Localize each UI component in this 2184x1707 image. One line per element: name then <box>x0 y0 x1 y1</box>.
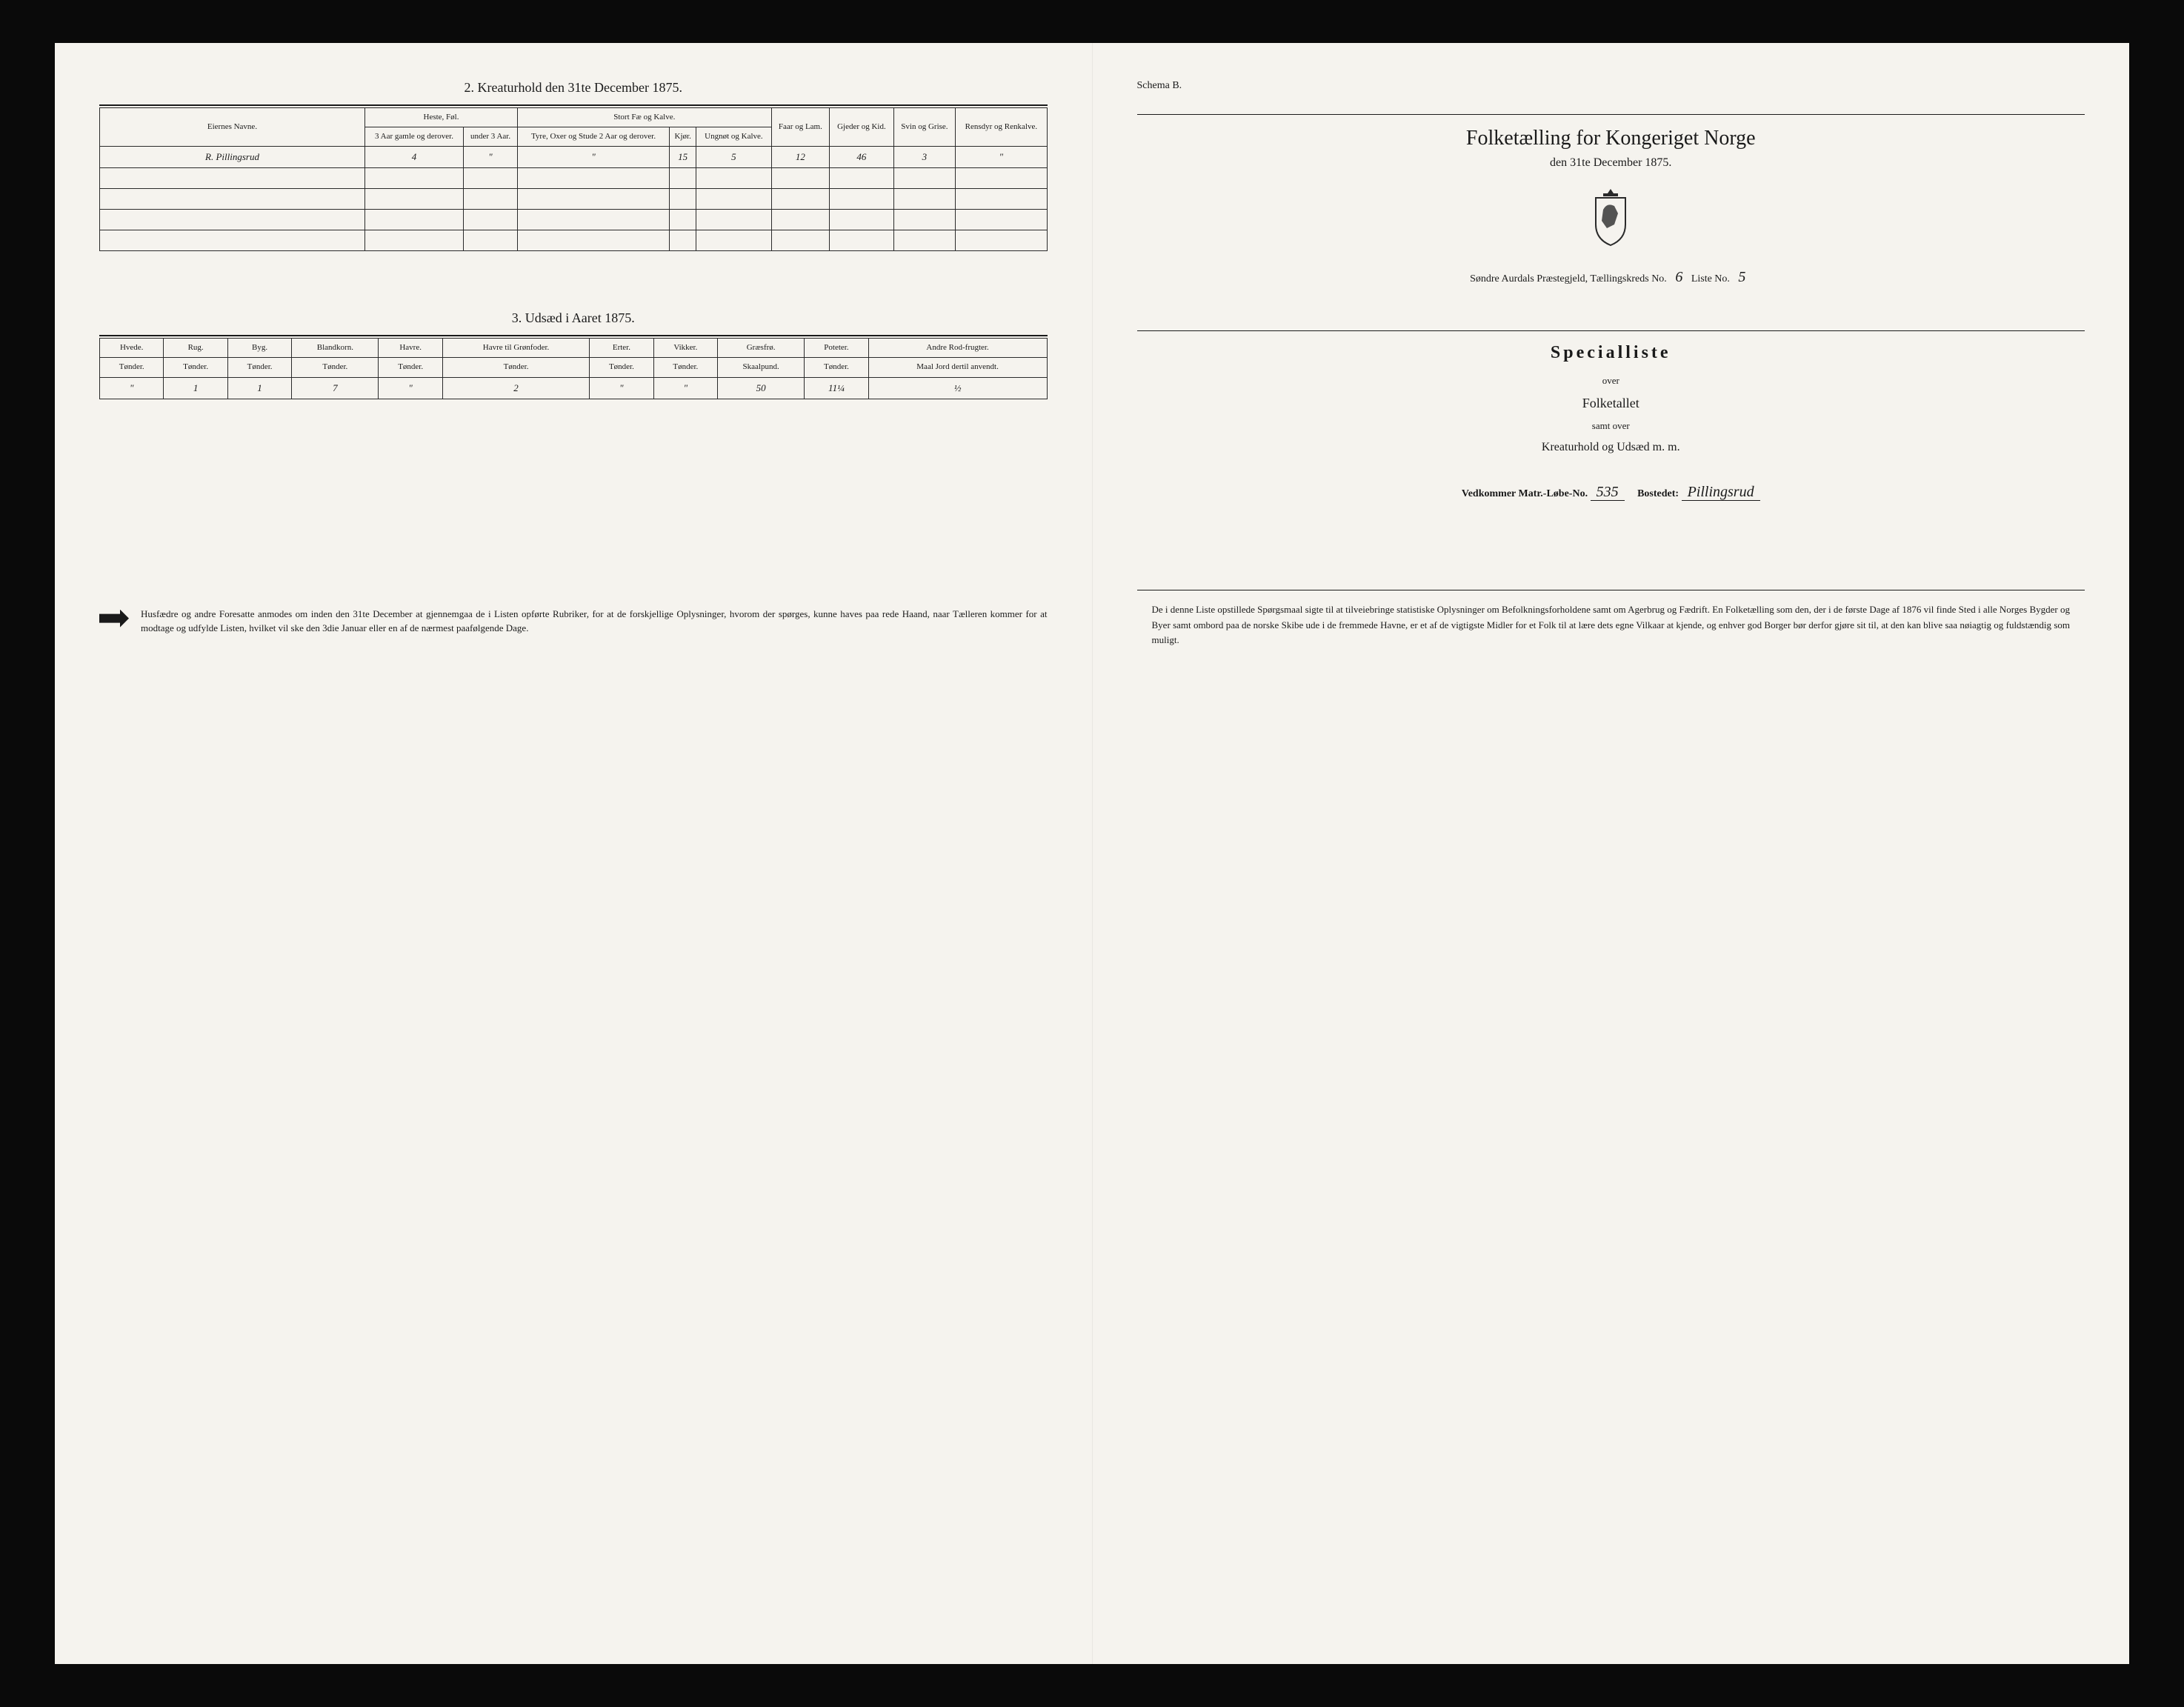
th-reindeer: Rensdyr og Renkalve. <box>956 107 1047 146</box>
coat-of-arms-icon <box>1137 187 2085 247</box>
kreaturhold-line: Kreaturhold og Udsæd m. m. <box>1137 441 2085 454</box>
cell: 1 <box>164 377 227 399</box>
cell: 50 <box>718 377 805 399</box>
record-line: Vedkommer Matr.-Løbe-No. 535 Bostedet: P… <box>1137 484 2085 501</box>
th-horses: Heste, Føl. <box>364 107 517 127</box>
district-prefix: Søndre Aurdals Præstegjeld, Tællingskred… <box>1470 273 1667 284</box>
cell: " <box>653 377 717 399</box>
samt-over: samt over <box>1137 420 2085 432</box>
th-vetch: Vikker. <box>653 339 717 358</box>
pointing-hand-icon <box>99 610 129 628</box>
cell: ½ <box>868 377 1047 399</box>
th-bulls: Tyre, Oxer og Stude 2 Aar og derover. <box>518 127 670 147</box>
th-unit: Tønder. <box>379 358 442 377</box>
instruction-text: Husfædre og andre Foresatte anmodes om i… <box>141 607 1048 636</box>
th-unit: Tønder. <box>653 358 717 377</box>
th-unit: Tønder. <box>227 358 291 377</box>
livestock-table: Eiernes Navne. Heste, Føl. Stort Fæ og K… <box>99 107 1048 251</box>
right-page: Schema B. Folketælling for Kongeriget No… <box>1093 43 2130 1664</box>
table-row: R. Pillingsrud 4 " " 15 5 12 46 3 " <box>100 147 1048 168</box>
th-sheep: Faar og Lam. <box>771 107 830 146</box>
liste-label: Liste No. <box>1691 273 1730 284</box>
seed-table: Hvede. Rug. Byg. Blandkorn. Havre. Havre… <box>99 338 1048 399</box>
th-wheat: Hvede. <box>100 339 164 358</box>
th-potatoes: Poteter. <box>805 339 868 358</box>
table-row <box>100 168 1048 189</box>
th-horses-under3: under 3 Aar. <box>464 127 518 147</box>
matr-no: 535 <box>1591 484 1625 501</box>
folketallet: Folketallet <box>1137 396 2085 411</box>
th-unit: Tønder. <box>100 358 164 377</box>
vedkommer-label: Vedkommer Matr.-Løbe-No. <box>1462 488 1588 499</box>
th-unit: Tønder. <box>442 358 589 377</box>
left-page: 2. Kreaturhold den 31te December 1875. E… <box>55 43 1093 1664</box>
cell: 11¼ <box>805 377 868 399</box>
th-unit: Skaalpund. <box>718 358 805 377</box>
th-roots: Andre Rod-frugter. <box>868 339 1047 358</box>
cell: 5 <box>696 147 771 168</box>
th-horses-3plus: 3 Aar gamle og derover. <box>364 127 463 147</box>
th-young: Ungnøt og Kalve. <box>696 127 771 147</box>
table-row <box>100 210 1048 230</box>
th-pigs: Svin og Grise. <box>893 107 956 146</box>
cell-owner: R. Pillingsrud <box>100 147 365 168</box>
th-unit: Maal Jord dertil anvendt. <box>868 358 1047 377</box>
cell: 2 <box>442 377 589 399</box>
instruction-block: Husfædre og andre Foresatte anmodes om i… <box>99 607 1048 636</box>
th-owner: Eiernes Navne. <box>100 107 365 146</box>
section3-title: 3. Udsæd i Aaret 1875. <box>99 310 1048 326</box>
table-row <box>100 189 1048 210</box>
footer-text: De i denne Liste opstillede Spørgsmaal s… <box>1137 602 2085 648</box>
th-unit: Tønder. <box>292 358 379 377</box>
cell: 3 <box>893 147 956 168</box>
cell: " <box>518 147 670 168</box>
th-goats: Gjeder og Kid. <box>830 107 893 146</box>
th-barley: Byg. <box>227 339 291 358</box>
th-unit: Tønder. <box>590 358 653 377</box>
cell: 7 <box>292 377 379 399</box>
th-oats-fodder: Havre til Grønfoder. <box>442 339 589 358</box>
divider <box>99 104 1048 106</box>
section2-title: 2. Kreaturhold den 31te December 1875. <box>99 80 1048 96</box>
document-frame: 2. Kreaturhold den 31te December 1875. E… <box>55 43 2129 1664</box>
th-cows: Kjør. <box>670 127 696 147</box>
th-unit: Tønder. <box>164 358 227 377</box>
district-line: Søndre Aurdals Præstegjeld, Tællingskred… <box>1137 269 2085 286</box>
sub-date: den 31te December 1875. <box>1137 156 2085 170</box>
main-title: Folketælling for Kongeriget Norge <box>1137 127 2085 150</box>
th-mixed: Blandkorn. <box>292 339 379 358</box>
bostedet-label: Bostedet: <box>1637 488 1679 499</box>
cell: 46 <box>830 147 893 168</box>
liste-no: 5 <box>1732 269 1751 285</box>
divider <box>1137 330 2085 331</box>
schema-label: Schema B. <box>1137 80 2085 92</box>
cell: " <box>956 147 1047 168</box>
cell: 1 <box>227 377 291 399</box>
cell: " <box>464 147 518 168</box>
th-cattle: Stort Fæ og Kalve. <box>518 107 772 127</box>
table-row <box>100 230 1048 251</box>
cell: 4 <box>364 147 463 168</box>
cell: 12 <box>771 147 830 168</box>
th-peas: Erter. <box>590 339 653 358</box>
bostedet-value: Pillingsrud <box>1682 484 1760 501</box>
th-oats: Havre. <box>379 339 442 358</box>
specialliste-title: Specialliste <box>1137 343 2085 363</box>
cell: " <box>379 377 442 399</box>
th-unit: Tønder. <box>805 358 868 377</box>
cell: " <box>100 377 164 399</box>
table-row: " 1 1 7 " 2 " " 50 11¼ ½ <box>100 377 1048 399</box>
over-text: over <box>1137 375 2085 387</box>
district-no: 6 <box>1669 269 1688 285</box>
cell: 15 <box>670 147 696 168</box>
cell: " <box>590 377 653 399</box>
divider <box>1137 114 2085 115</box>
th-grass: Græsfrø. <box>718 339 805 358</box>
th-rye: Rug. <box>164 339 227 358</box>
divider <box>99 335 1048 336</box>
